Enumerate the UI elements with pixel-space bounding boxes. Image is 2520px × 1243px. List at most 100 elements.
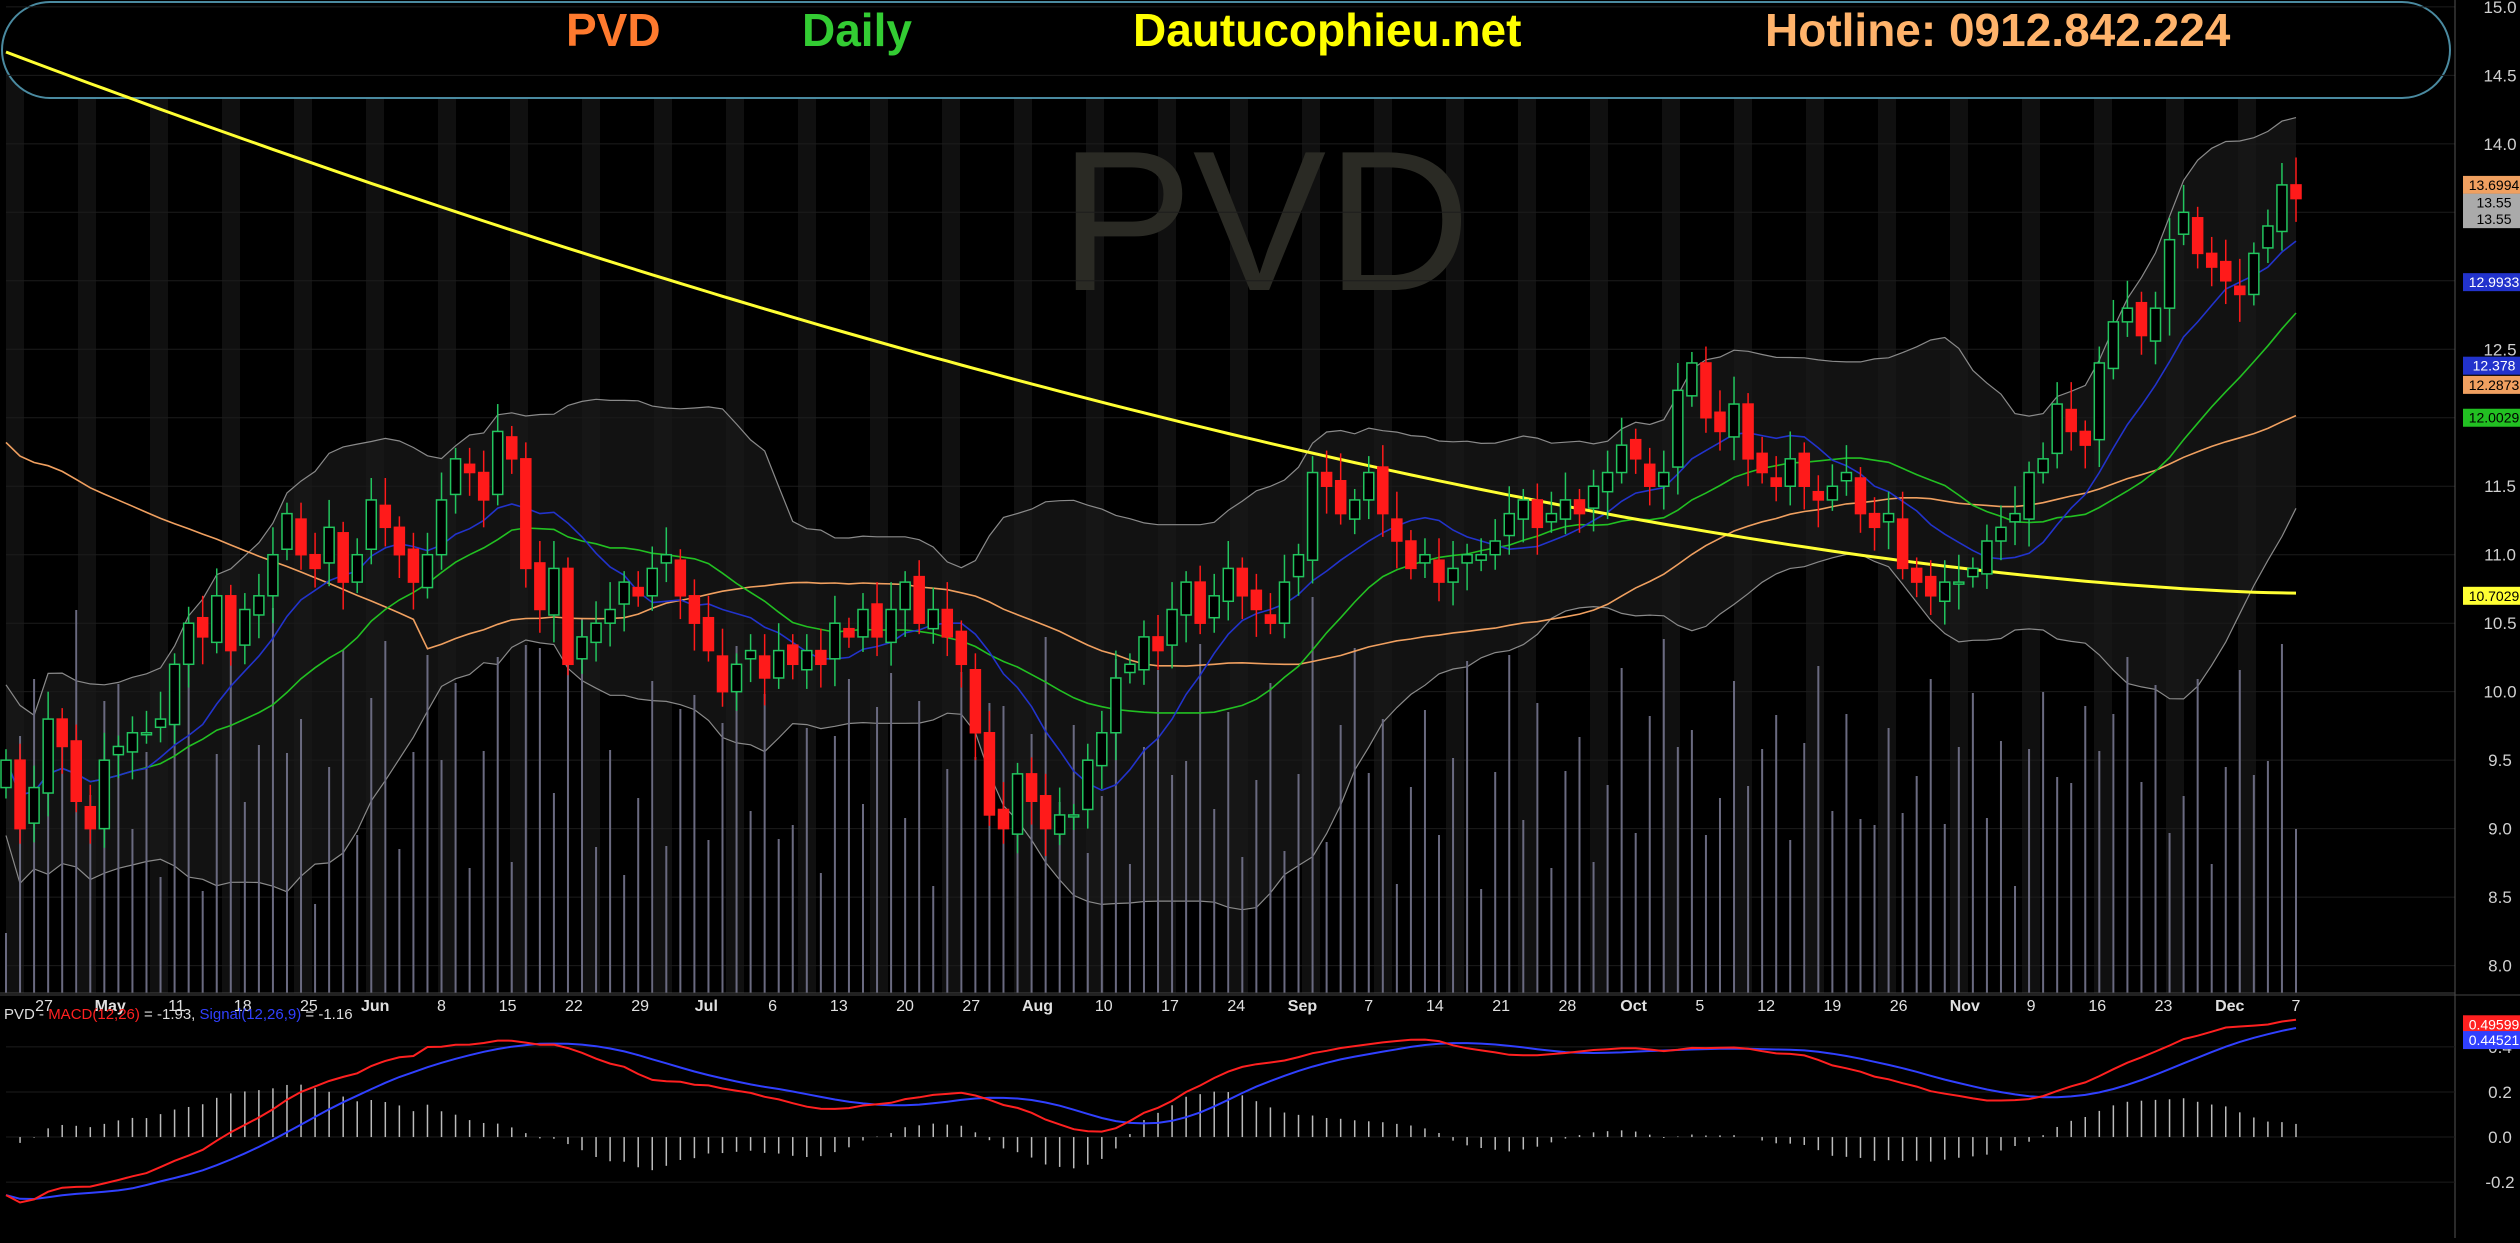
candle-up	[323, 526, 335, 564]
x-tick-label: 23	[2155, 998, 2173, 1015]
candle-down	[955, 630, 968, 666]
candle-up	[618, 581, 630, 605]
x-tick-label: 27	[962, 998, 980, 1015]
candle-down	[1756, 452, 1768, 474]
y-tick-label: 11.0	[2484, 546, 2516, 565]
candle-down	[1377, 466, 1389, 515]
candle-up	[2023, 471, 2035, 520]
x-tick-label: 12	[1757, 998, 1775, 1015]
y-tick-label: 10.5	[2483, 614, 2516, 633]
candle-up	[98, 759, 111, 830]
candle-up	[1348, 499, 1361, 520]
candle-down	[2065, 408, 2077, 433]
shade-band	[942, 60, 960, 993]
candle-up	[1180, 581, 1192, 616]
candle-down	[1924, 575, 1937, 597]
candle-up	[2121, 307, 2134, 323]
candle-up	[365, 499, 378, 550]
candle-down	[758, 655, 771, 679]
header-period: Daily	[802, 4, 912, 56]
candle-up	[351, 553, 363, 583]
candle-up	[421, 553, 434, 589]
x-tick-label: 25	[300, 998, 318, 1015]
candle-down	[1236, 567, 1249, 597]
candle-down	[1896, 518, 1909, 570]
candle-down	[1152, 636, 1164, 652]
price-label-text: 12.0029	[2469, 410, 2520, 426]
candle-up	[1882, 512, 1895, 523]
candle-up	[2248, 252, 2260, 296]
ma20-line	[5, 312, 2297, 796]
candle-up	[730, 663, 743, 693]
candlesticks	[0, 157, 2302, 857]
price-label-box	[2463, 586, 2520, 605]
candle-up	[112, 745, 125, 756]
candle-up	[28, 786, 40, 824]
candle-up	[1728, 403, 1740, 438]
candle-down	[688, 595, 701, 624]
y-tick-label: 9.0	[2488, 820, 2512, 839]
candle-up	[899, 581, 911, 611]
watermark-text: PVD	[1059, 110, 1470, 333]
price-label-box	[2463, 175, 2520, 194]
price-label-text: 12.9933	[2469, 274, 2520, 290]
x-tick-label: 7	[1364, 998, 1373, 1015]
y-tick-label: 8.0	[2488, 957, 2512, 976]
candle-up	[1601, 471, 1614, 493]
candle-up	[548, 567, 560, 616]
candle-down	[477, 471, 490, 501]
candle-up	[829, 622, 841, 660]
candle-up	[1587, 485, 1600, 509]
candle-down	[1039, 795, 1052, 830]
price-label-text: 10.7029	[2469, 588, 2520, 604]
candle-up	[1503, 512, 1516, 537]
bollinger-lower	[5, 508, 2297, 911]
candle-up	[1475, 553, 1487, 561]
candle-down	[786, 644, 799, 666]
candle-up	[42, 718, 54, 794]
candle-down	[1714, 411, 1726, 433]
candle-up	[2262, 225, 2274, 249]
shade-band	[870, 60, 888, 993]
x-tick-label: 26	[1890, 998, 1908, 1015]
x-tick-label: Aug	[1022, 998, 1053, 1015]
candle-up	[0, 759, 12, 789]
candle-up	[1784, 458, 1796, 487]
macd-y-tick-label: 0.2	[2488, 1083, 2512, 1102]
volume-bars	[5, 597, 2297, 993]
candle-down	[1700, 362, 1712, 419]
candle-down	[295, 518, 307, 556]
candle-down	[1629, 438, 1642, 460]
candle-up	[1995, 526, 2007, 542]
candle-down	[843, 627, 855, 638]
candle-down	[1742, 403, 1754, 460]
candle-up	[210, 595, 223, 644]
candle-down	[407, 548, 420, 583]
candle-up	[182, 622, 195, 666]
candle-up	[1110, 677, 1122, 734]
candle-down	[1868, 512, 1881, 529]
candle-down	[1812, 490, 1825, 501]
candle-up	[168, 663, 181, 726]
x-tick-label: Sep	[1288, 998, 1318, 1015]
candle-down	[1770, 477, 1782, 487]
candle-down	[969, 669, 982, 734]
x-tick-label: 10	[1095, 998, 1113, 1015]
x-axis: 27 May 11 18 25 Jun 8 15 22 29 Jul 6 13 20 27 Aug 10 17 24…	[0, 992, 2455, 1015]
y-tick-label: 14.0	[2483, 135, 2516, 154]
candle-up	[2177, 211, 2190, 235]
candle-up	[2149, 307, 2162, 342]
candle-down	[2205, 252, 2218, 268]
candle-down	[506, 436, 518, 460]
x-tick-label: 7	[2292, 998, 2301, 1015]
header-site: Dautucophieu.net	[1133, 4, 1522, 56]
x-tick-label: 16	[2088, 998, 2106, 1015]
candle-up	[604, 608, 616, 624]
candle-up	[435, 499, 448, 556]
candle-down	[1643, 463, 1656, 487]
candle-down	[1405, 540, 1417, 570]
candle-up	[2009, 512, 2021, 523]
candle-up	[267, 553, 279, 597]
macd-legend-part: = -1.93,	[140, 1006, 200, 1023]
